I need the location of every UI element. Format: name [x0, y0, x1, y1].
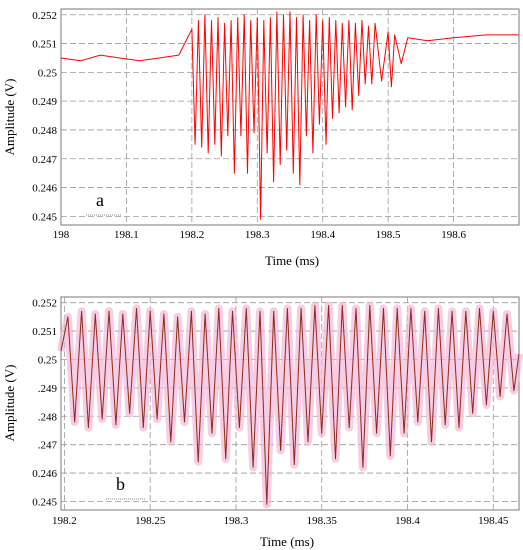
panel-b-y-tick-label: 0.251: [32, 326, 57, 338]
panel-b: 198.2 198.25 198.3 198.35 198.4 198.45 0.2450…: [2, 296, 523, 549]
panel-b-x-tick-label: 198.25: [135, 515, 166, 527]
panel-b-x-tick-label: 198.35: [307, 515, 338, 527]
panel-b-y-axis-title: Amplitude (V): [2, 365, 17, 442]
panel-b-x-tick-label: 198.2: [52, 515, 77, 527]
panel-b-x-tick-label: 198.3: [224, 515, 249, 527]
panel-b-y-tick-label: 0.252: [32, 298, 57, 310]
panel-a-y-tick-label: 0.248: [32, 125, 57, 137]
panel-a-x-tick-label: 198.6: [441, 229, 466, 241]
panel-a-y-tick-label: 0.246: [32, 183, 57, 195]
panel-a-y-tick-label: 0.245: [32, 211, 57, 223]
panel-b-y-ticks: 0.245 0.246 .247 .248 .249 0.25 0.251 0.252: [32, 298, 57, 509]
panel-a-plot-area: [60, 8, 520, 226]
panel-a: 198 198.1 198.2 198.3 198.4 198.5 198.6 0.2450…: [2, 8, 520, 268]
panel-b-x-ticks: 198.2 198.25 198.3 198.35 198.4 198.45: [52, 515, 509, 527]
panel-b-y-tick-label: 0.246: [32, 468, 57, 480]
panel-b-series: [60, 305, 520, 505]
panel-b-y-tick-label: 0.25: [38, 354, 58, 366]
panel-a-series: [60, 11, 519, 220]
panel-b-signal-line: [60, 305, 520, 505]
panel-a-y-tick-label: 0.247: [32, 154, 57, 166]
panel-a-x-tick-label: 198.1: [114, 229, 139, 241]
panel-a-y-tick-label: 0.249: [32, 96, 57, 108]
panel-a-y-axis-title: Amplitude (V): [2, 79, 17, 156]
panel-a-letter: a: [96, 190, 104, 210]
panel-a-y-tick-label: 0.252: [32, 10, 57, 22]
panel-b-x-tick-label: 198.45: [478, 515, 509, 527]
panel-b-letter: b: [116, 474, 125, 494]
panel-a-x-tick-label: 198.5: [376, 229, 401, 241]
panel-a-x-tick-label: 198.4: [310, 229, 335, 241]
panel-a-y-tick-label: 0.25: [38, 67, 58, 79]
panel-a-signal-line: [60, 11, 519, 220]
panel-b-y-tick-label: 0.245: [32, 496, 57, 508]
panel-b-y-tick-label: .248: [38, 411, 58, 423]
panel-a-x-ticks: 198 198.1 198.2 198.3 198.4 198.5 198.6: [53, 229, 467, 241]
panel-b-x-tick-label: 198.4: [395, 515, 420, 527]
panel-b-y-tick-label: .247: [38, 440, 58, 452]
panel-a-x-tick-label: 198: [53, 229, 70, 241]
panel-b-x-axis-title: Time (ms): [260, 534, 314, 549]
panel-a-x-tick-label: 198.3: [245, 229, 270, 241]
panel-b-y-tick-label: .249: [38, 383, 58, 395]
panel-a-x-tick-label: 198.2: [179, 229, 204, 241]
panel-a-y-ticks: 0.245 0.246 0.247 0.248 0.249 0.25 0.251 0.252: [32, 10, 57, 224]
panel-a-y-tick-label: 0.251: [32, 39, 57, 51]
panel-a-x-axis-title: Time (ms): [265, 253, 319, 268]
